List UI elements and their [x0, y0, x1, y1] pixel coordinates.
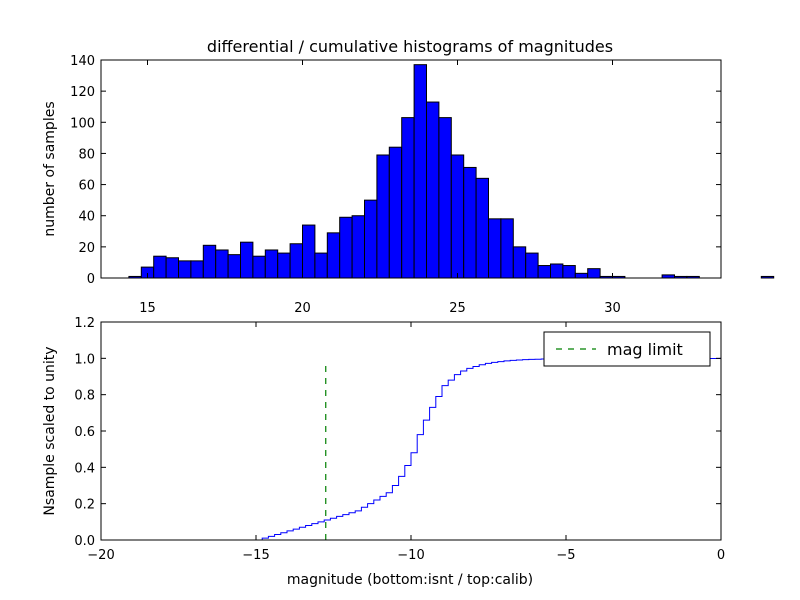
- histogram-ytick-label: 80: [78, 147, 95, 162]
- histogram-bar: [525, 252, 539, 279]
- histogram-bar: [277, 252, 291, 279]
- histogram-bar: [512, 246, 527, 279]
- legend: mag limit: [543, 331, 711, 367]
- histogram-bar: [252, 255, 266, 279]
- histogram-bar: [178, 260, 192, 279]
- histogram-bar: [264, 249, 279, 279]
- cumulative-axes-frame: [100, 321, 722, 541]
- histogram-xtick-label: 25: [449, 301, 466, 316]
- histogram-bar: [562, 265, 576, 279]
- histogram-bar: [401, 117, 415, 279]
- histogram-bar: [153, 255, 167, 279]
- cumulative-ytick-label: 0.0: [74, 534, 95, 549]
- chart-title: differential / cumulative histograms of …: [207, 37, 613, 56]
- histogram-ytick-label: 20: [78, 241, 95, 256]
- histogram-bar: [488, 218, 502, 279]
- histogram-bar: [413, 64, 428, 279]
- histogram-bar: [364, 199, 378, 279]
- histogram-ytick-label: 0: [87, 272, 95, 287]
- histogram-bar: [426, 101, 440, 279]
- histogram-bar: [326, 232, 341, 279]
- histogram-bar: [240, 241, 254, 279]
- histogram-bars: [128, 64, 775, 279]
- histogram-bar: [388, 146, 403, 279]
- histogram-ytick-label: 120: [70, 85, 95, 100]
- cumulative-ytick-label: 1.2: [74, 316, 95, 331]
- cumulative-step-line: [101, 357, 722, 541]
- cumulative-xtick-label: −10: [397, 548, 424, 563]
- histogram-bar: [190, 260, 204, 279]
- cumulative-xtick-label: −20: [87, 548, 114, 563]
- legend-label: mag limit: [607, 340, 683, 359]
- histogram-xtick-label: 30: [604, 301, 621, 316]
- histogram-bar: [339, 216, 353, 279]
- histogram-bar: [463, 166, 477, 279]
- histogram-ylabel: number of samples: [42, 101, 58, 236]
- histogram-bar: [165, 257, 180, 279]
- cumulative-xtick-label: 0: [717, 548, 725, 563]
- histogram-ytick-label: 100: [70, 116, 95, 131]
- cumulative-lines: [101, 357, 722, 541]
- histogram-bar: [302, 224, 316, 279]
- histogram-bar: [450, 154, 465, 279]
- histogram-panel: differential / cumulative histograms of …: [42, 37, 775, 316]
- cumulative-xtick-label: −15: [242, 548, 269, 563]
- histogram-bar: [500, 218, 514, 279]
- histogram-ytick-label: 140: [70, 54, 95, 69]
- histogram-xtick-label: 15: [139, 301, 156, 316]
- cumulative-ytick-label: 0.6: [74, 425, 95, 440]
- cumulative-ticks: −20 −15 −10 −5 0 0.0 0.2 0.4 0.6 0.8 1.0 1.2: [74, 316, 725, 563]
- cumulative-ytick-label: 0.4: [74, 461, 95, 476]
- histogram-ytick-label: 40: [78, 210, 95, 225]
- histogram-ytick-label: 60: [78, 179, 95, 194]
- cumulative-xlabel: magnitude (bottom:isnt / top:calib): [287, 572, 533, 588]
- histogram-bar: [587, 268, 601, 279]
- histogram-bar: [537, 265, 551, 279]
- histogram-bar: [202, 244, 217, 279]
- histogram-xtick-label: 20: [294, 301, 311, 316]
- histogram-bar: [475, 177, 490, 279]
- cumulative-ytick-label: 0.8: [74, 389, 95, 404]
- cumulative-panel: −20 −15 −10 −5 0 0.0 0.2 0.4 0.6 0.8 1.0 1.2 Nsampl…: [42, 316, 725, 588]
- cumulative-ylabel: Nsample scaled to unity: [42, 346, 58, 515]
- histogram-bar: [314, 252, 328, 279]
- histogram-bar: [376, 154, 390, 279]
- histogram-bar: [351, 215, 366, 279]
- cumulative-xtick-label: −5: [556, 548, 575, 563]
- histogram-bar: [289, 243, 304, 279]
- histogram-bar: [215, 249, 229, 279]
- histogram-ticks: 15 20 25 30 0 20 40 60 80 100 120 140: [70, 54, 721, 316]
- histogram-bar: [574, 272, 589, 279]
- histogram-bar: [438, 117, 452, 279]
- histogram-bar: [760, 275, 775, 279]
- cumulative-ytick-label: 0.2: [74, 498, 95, 513]
- cumulative-ytick-label: 1.0: [74, 352, 95, 367]
- histogram-axes-frame: [100, 59, 722, 279]
- histogram-bar: [550, 263, 564, 279]
- histogram-bar: [227, 254, 242, 279]
